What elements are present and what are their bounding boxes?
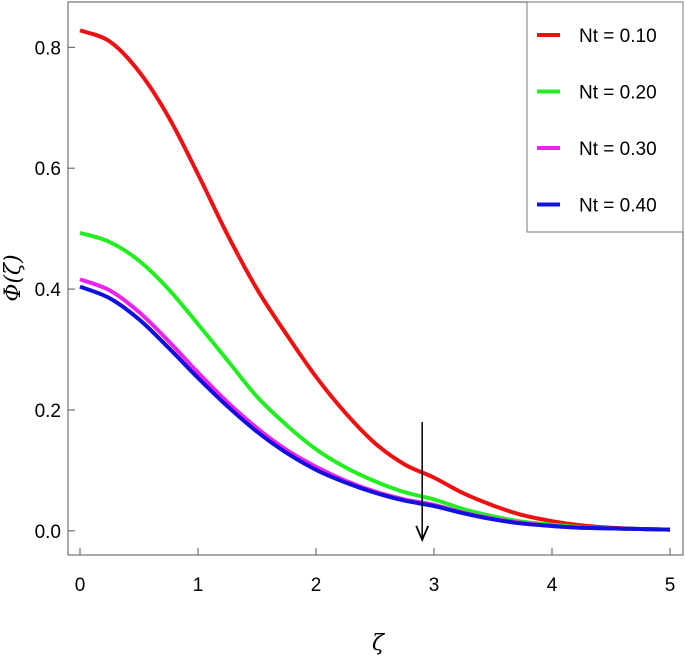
series-layer (79, 28, 671, 532)
x-tick-label: 2 (311, 575, 322, 596)
legend-label: Nt = 0.30 (579, 139, 657, 160)
annotation-layer (415, 422, 430, 543)
legend-box (526, 1, 684, 233)
y-tick-label: 0.6 (35, 159, 61, 180)
y-axis-title: Φ(ζ) (1, 254, 26, 301)
x-axis: 0 1 2 3 4 5 (75, 548, 676, 596)
series-line-4 (79, 284, 671, 532)
x-axis-title: ζ (372, 631, 386, 656)
legend-label: Nt = 0.10 (579, 26, 657, 47)
x-tick-label: 1 (193, 575, 204, 596)
legend-label: Nt = 0.40 (579, 196, 657, 217)
annotation-arrow-head (415, 525, 430, 543)
y-tick-label: 0.0 (35, 522, 61, 543)
x-tick-label: 5 (665, 575, 676, 596)
y-tick-label: 0.4 (35, 280, 62, 301)
x-tick-label: 0 (75, 575, 86, 596)
x-tick-label: 3 (429, 575, 440, 596)
y-axis: 0.0 0.2 0.4 0.6 0.8 (35, 38, 75, 543)
series-line-2 (79, 230, 671, 532)
legend-label: Nt = 0.20 (579, 83, 657, 104)
y-tick-label: 0.8 (35, 38, 61, 59)
plot-frame (67, 1, 684, 556)
legend: Nt = 0.10 Nt = 0.20 Nt = 0.30 Nt = 0.40 (526, 1, 684, 233)
series-line-1 (79, 28, 671, 532)
x-tick-label: 4 (547, 575, 558, 596)
y-tick-label: 0.2 (35, 401, 61, 422)
